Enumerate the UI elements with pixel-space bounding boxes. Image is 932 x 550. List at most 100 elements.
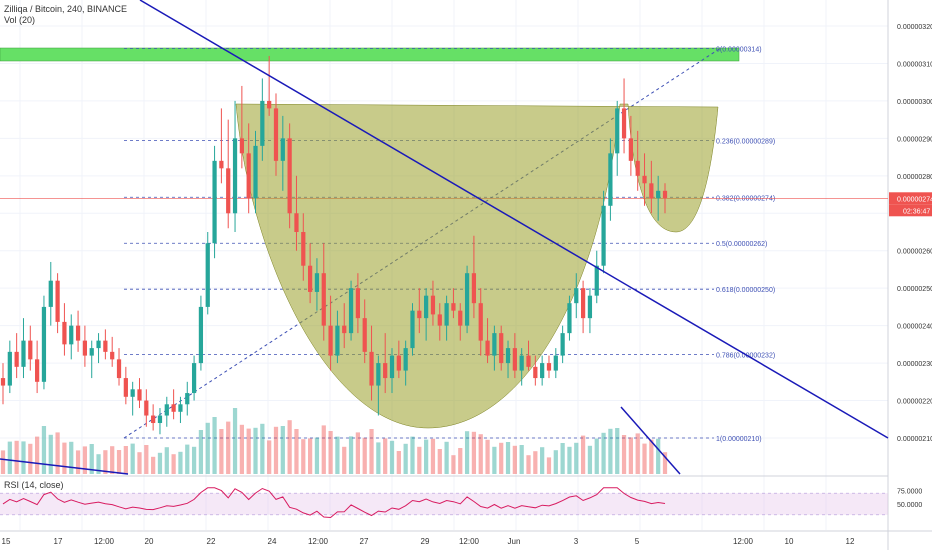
cup-and-handle-shape (235, 103, 719, 429)
volume-bar (103, 450, 108, 474)
candle-body (430, 295, 436, 315)
candle-body (437, 314, 442, 326)
candle-body (546, 363, 552, 371)
volume-bar (164, 447, 169, 474)
volume-bar (553, 450, 558, 474)
candle-body (635, 160, 640, 176)
candle-body (505, 348, 511, 364)
candle-body (62, 321, 67, 345)
volume-bar (505, 442, 511, 474)
trendlines (0, 0, 889, 475)
price-axis-label: 0.00000280 (897, 174, 932, 181)
candle-body (574, 288, 579, 304)
price-axis-label: 0.00000230 (897, 361, 932, 368)
volume-bar (492, 446, 497, 474)
candle-body (253, 145, 258, 199)
volume-bar (424, 439, 429, 474)
time-axis-label: 20 (145, 537, 154, 546)
volume-bar (355, 432, 361, 474)
volume-bar (464, 431, 470, 474)
candle-body (294, 213, 299, 232)
volume-bar (437, 449, 442, 474)
candle-body (512, 348, 517, 371)
candle-body (205, 243, 210, 307)
volume-bar (444, 441, 449, 474)
candle-body (185, 393, 190, 405)
volume-bar (621, 435, 627, 474)
volume-bar (471, 431, 477, 474)
volume-bar (430, 438, 436, 474)
time-axis-label: 3 (574, 537, 579, 546)
volume-bar (601, 432, 606, 474)
candle-body (328, 325, 333, 356)
candle-body (342, 325, 347, 334)
volume-bar (335, 436, 340, 474)
rsi-label: RSI (14, close) (4, 480, 64, 490)
candlestick-series (0, 55, 668, 435)
candle-body (587, 295, 593, 319)
candle-body (526, 355, 531, 367)
volume-bar (396, 451, 401, 474)
countdown-label: 02:36:47 (903, 208, 930, 215)
price-axis[interactable]: 0.00000320 0.00000310 0.00000300 0.00000290… (889, 24, 932, 443)
fib-level-label: 0.382(0.00000274) (716, 195, 775, 202)
volume-bar (342, 446, 347, 474)
volume-bar (294, 429, 299, 474)
volume-bar (191, 446, 197, 474)
candle-body (7, 351, 12, 386)
candle-body (123, 378, 128, 397)
volume-bar (587, 445, 593, 474)
symbol-title: Zilliqa / Bitcoin, 240, BINANCE (4, 4, 128, 14)
volume-bar (383, 438, 388, 474)
volume-bar (198, 430, 204, 474)
candle-body (14, 351, 19, 367)
volume-bar (62, 442, 67, 474)
volume-bar (560, 443, 565, 474)
volume-bar (239, 424, 244, 474)
time-axis-label: 22 (207, 537, 216, 546)
candle-body (403, 348, 408, 371)
candle-body (471, 273, 477, 304)
fib-level-label: 0.786(0.00000232) (716, 353, 775, 360)
candle-body (28, 340, 33, 360)
candle-body (21, 340, 26, 367)
candle-body (376, 363, 381, 386)
candle-body (0, 378, 6, 386)
volume-bar (580, 435, 586, 474)
candle-body (35, 359, 40, 382)
candle-body (110, 351, 115, 360)
fib-level-label: 1(0.00000210) (716, 436, 762, 443)
candle-body (656, 190, 661, 199)
volume-bar (546, 457, 552, 474)
volume-bar (656, 438, 661, 474)
candle-body (389, 355, 395, 379)
candle-body (458, 310, 463, 326)
candle-body (130, 389, 135, 397)
candle-body (396, 355, 401, 371)
price-axis-label: 0.00000310 (897, 61, 932, 68)
candle-body (82, 340, 88, 356)
time-axis[interactable]: 15 17 12:00 20 22 24 12:00 27 29 12:00 Jun 3 5 12:00 1… (2, 537, 855, 546)
volume-bar (55, 432, 60, 474)
candle-body (417, 310, 422, 319)
volume-bar (178, 451, 183, 474)
volume-bar (642, 443, 647, 474)
volume-trendline-left (0, 458, 129, 475)
volume-bar (48, 434, 53, 474)
candle-body (485, 340, 490, 356)
candle-body (103, 340, 108, 352)
volume-bar (608, 428, 613, 474)
candle-body (314, 273, 320, 292)
candle-body (383, 363, 388, 379)
volume-bar (157, 452, 163, 474)
price-axis-label: 0.00000260 (897, 249, 932, 256)
time-axis-label: 12:00 (459, 537, 480, 546)
volume-bar (7, 441, 12, 474)
candle-body (369, 351, 374, 386)
volume-label: Vol (20) (4, 15, 36, 25)
volume-bar (301, 439, 306, 474)
candle-body (499, 333, 504, 364)
candle-body (533, 366, 538, 379)
candle-body (75, 325, 81, 341)
